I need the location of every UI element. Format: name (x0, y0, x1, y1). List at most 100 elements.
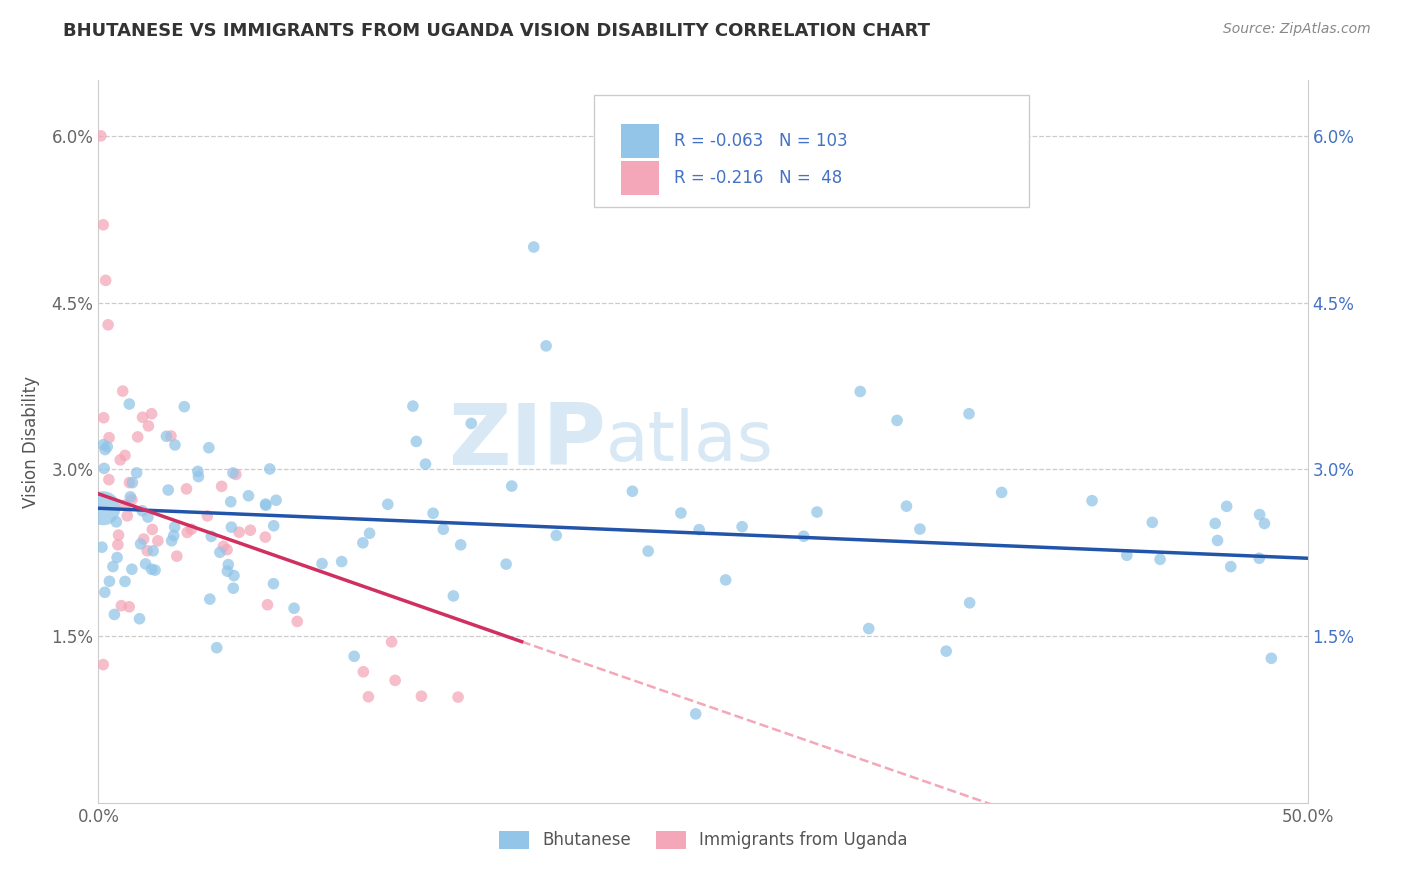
Point (959, 596, 981, 610)
Point (441, 589, 464, 603)
Point (377, 497, 399, 511)
Point (405, 434, 427, 449)
Point (208, 545, 231, 559)
Point (121, 475, 143, 490)
Point (1260, 651, 1282, 665)
Point (93, 410, 115, 425)
Point (96, 440, 118, 454)
Point (138, 418, 160, 433)
Point (118, 397, 141, 411)
Point (263, 518, 285, 533)
Point (187, 464, 209, 478)
Point (238, 489, 260, 503)
Point (211, 479, 233, 493)
Point (495, 557, 517, 571)
Point (858, 622, 880, 636)
Point (135, 557, 157, 571)
Point (91, 218, 114, 232)
Point (118, 599, 141, 614)
Point (264, 493, 287, 508)
Point (908, 522, 931, 536)
Point (200, 529, 222, 543)
Point (849, 384, 872, 399)
Point (1219, 559, 1241, 574)
Point (94, 585, 117, 599)
Point (1253, 516, 1275, 531)
Point (114, 498, 136, 512)
Point (415, 457, 437, 471)
Point (806, 505, 828, 519)
Point (176, 482, 198, 496)
Point (990, 485, 1012, 500)
Point (402, 399, 425, 413)
FancyBboxPatch shape (595, 95, 1029, 207)
Point (143, 563, 166, 577)
Point (546, 528, 568, 542)
Point (731, 519, 754, 533)
Point (176, 525, 198, 540)
Point (669, 506, 692, 520)
Point (128, 612, 150, 626)
Point (101, 559, 124, 574)
Point (110, 599, 132, 613)
Point (198, 441, 221, 455)
Point (163, 520, 186, 534)
Point (1081, 493, 1104, 508)
Point (217, 564, 239, 578)
Point (163, 528, 186, 542)
Point (91, 501, 114, 516)
Point (94, 273, 117, 287)
Point (91, 657, 114, 672)
Point (352, 536, 374, 550)
Point (285, 615, 308, 629)
Point (534, 339, 557, 353)
Point (450, 538, 472, 552)
Point (127, 430, 149, 444)
Point (685, 706, 707, 721)
Point (142, 544, 165, 558)
Point (254, 497, 277, 511)
Point (330, 555, 353, 569)
Point (523, 240, 546, 254)
Point (141, 562, 163, 576)
Point (91, 540, 114, 554)
Point (98, 574, 121, 589)
Point (714, 573, 737, 587)
Point (90, 128, 112, 143)
Point (93, 461, 115, 475)
Point (1115, 548, 1137, 562)
Point (111, 384, 134, 398)
Point (114, 574, 136, 589)
Point (688, 523, 710, 537)
Point (103, 607, 125, 622)
Point (1142, 516, 1164, 530)
Text: ZIP: ZIP (449, 400, 606, 483)
Point (225, 467, 247, 482)
Point (195, 508, 218, 523)
Point (118, 475, 141, 490)
Point (163, 438, 186, 452)
Point (1204, 516, 1226, 531)
Point (91, 438, 114, 452)
Point (256, 598, 278, 612)
Point (501, 479, 523, 493)
Point (129, 537, 152, 551)
Point (447, 690, 470, 705)
Point (157, 483, 180, 497)
Text: atlas: atlas (606, 408, 775, 475)
Point (160, 533, 183, 548)
Point (422, 506, 444, 520)
Point (97, 318, 120, 332)
Point (228, 525, 250, 540)
Y-axis label: Vision Disability: Vision Disability (22, 376, 41, 508)
Point (121, 562, 143, 576)
Point (793, 529, 815, 543)
Point (97, 473, 120, 487)
Point (219, 495, 242, 509)
Point (283, 601, 305, 615)
Point (187, 469, 209, 483)
Point (107, 528, 129, 542)
Point (166, 549, 188, 564)
Point (125, 466, 148, 480)
Point (1249, 508, 1271, 522)
